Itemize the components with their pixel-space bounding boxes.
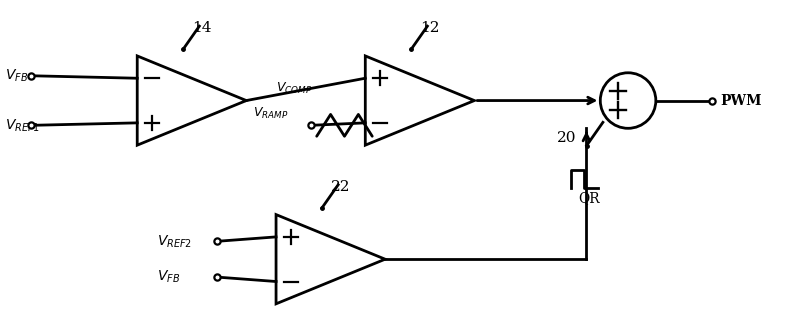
Text: $\mathit{V}_{FB}$: $\mathit{V}_{FB}$: [157, 269, 180, 285]
Text: $\mathit{V}_{FB}$: $\mathit{V}_{FB}$: [6, 68, 29, 84]
Text: 20: 20: [557, 131, 576, 145]
Text: QR: QR: [578, 191, 600, 205]
Text: 14: 14: [192, 21, 211, 35]
Text: PWM: PWM: [720, 93, 762, 108]
Text: 22: 22: [330, 180, 350, 194]
Text: 12: 12: [420, 21, 439, 35]
Text: $\mathit{V}_{COMP}$: $\mathit{V}_{COMP}$: [276, 81, 313, 96]
Text: $\mathit{V}_{RAMP}$: $\mathit{V}_{RAMP}$: [254, 106, 289, 121]
Text: $\mathit{V}_{REF1}$: $\mathit{V}_{REF1}$: [6, 117, 41, 134]
Text: $\mathit{V}_{REF2}$: $\mathit{V}_{REF2}$: [157, 233, 192, 249]
